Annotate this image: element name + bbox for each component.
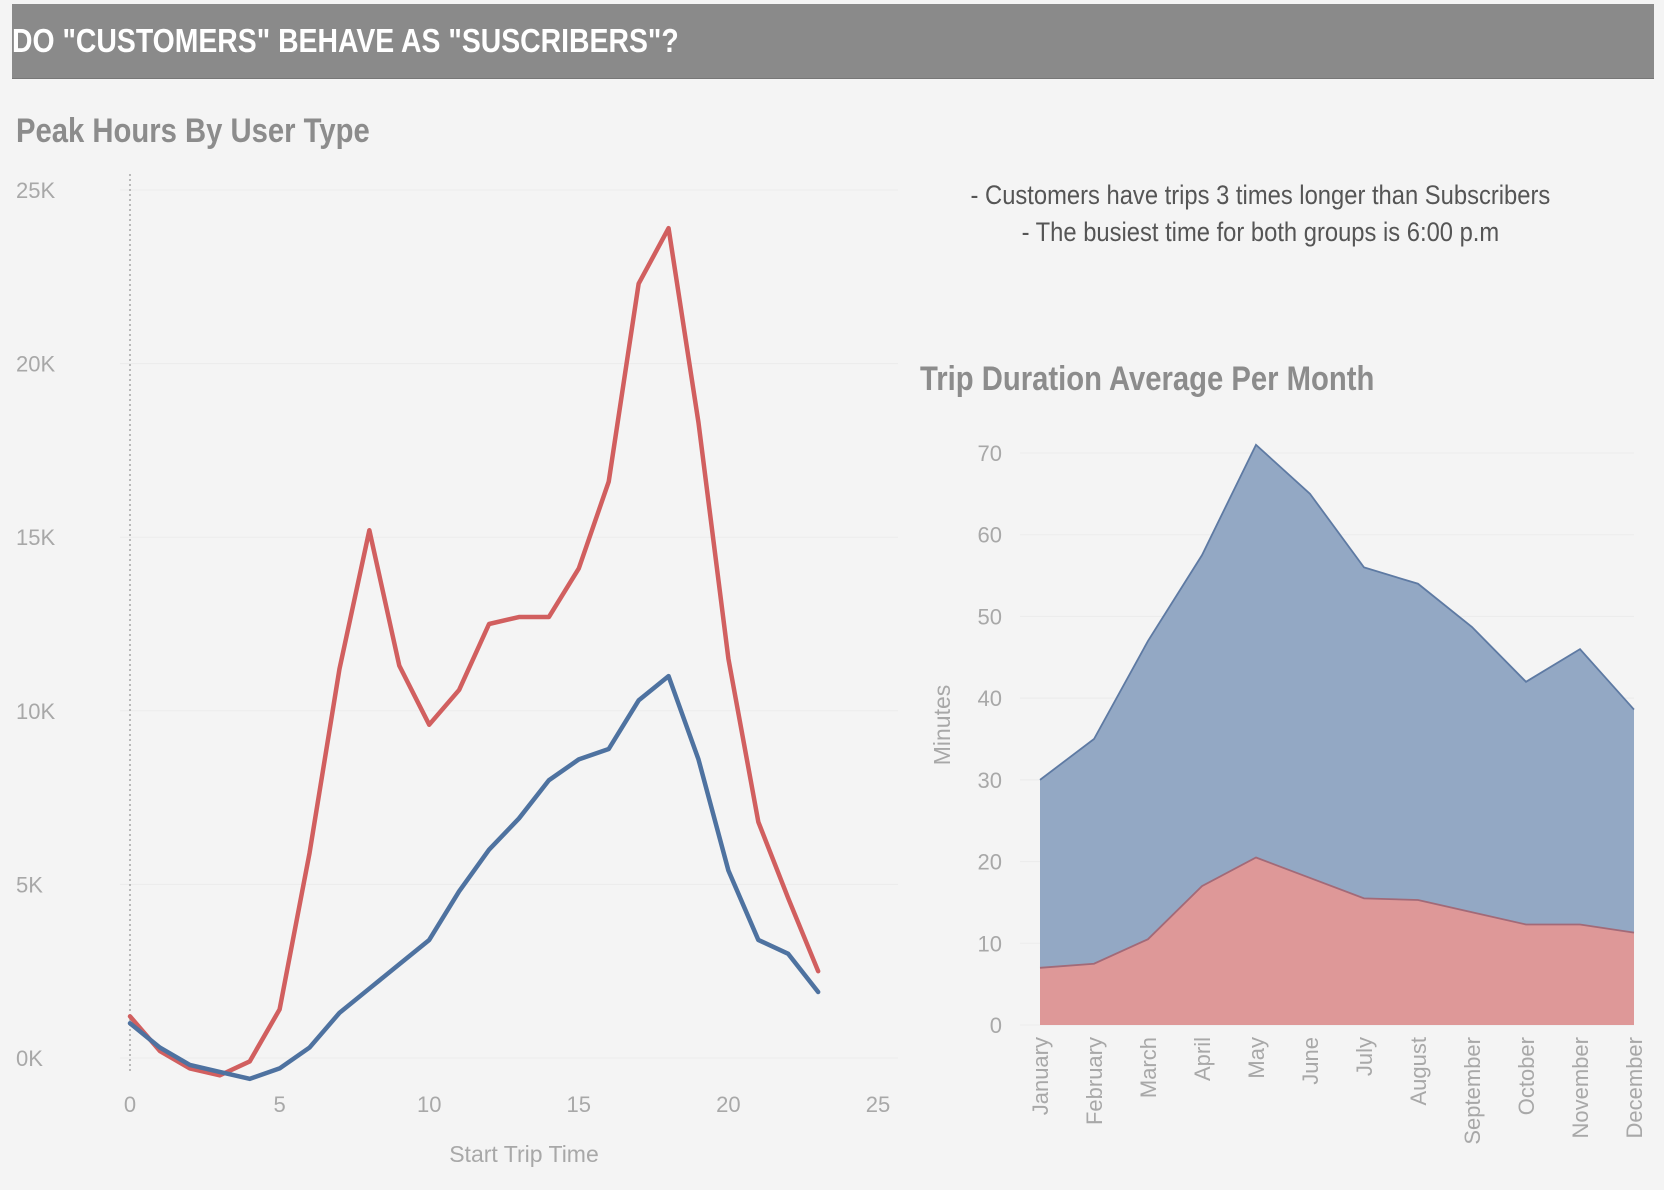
y-tick-label: 0K (16, 1046, 43, 1071)
y-tick-label: 20K (16, 352, 55, 377)
dashboard-title: DO "CUSTOMERS" BEHAVE AS "SUSCRIBERS"? (12, 22, 679, 59)
y-tick-label: 10 (978, 931, 1002, 956)
y-tick-label: 40 (978, 686, 1002, 711)
x-category-label: October (1514, 1037, 1539, 1115)
trip-duration-chart-title: Trip Duration Average Per Month (920, 360, 1375, 398)
x-tick-label: 10 (417, 1092, 441, 1117)
y-tick-label: 50 (978, 604, 1002, 629)
y-tick-label: 5K (16, 872, 43, 897)
series-line-0 (127, 225, 821, 1078)
x-tick-label: 15 (567, 1092, 591, 1117)
y-tick-label: 10K (16, 699, 55, 724)
peak-hours-chart-title: Peak Hours By User Type (16, 112, 370, 150)
x-category-label: April (1190, 1037, 1215, 1081)
x-category-label: May (1244, 1037, 1269, 1079)
y-tick-label: 15K (16, 525, 55, 550)
dashboard-banner: DO "CUSTOMERS" BEHAVE AS "SUSCRIBERS"? (12, 4, 1654, 79)
y-tick-label: 20 (978, 850, 1002, 875)
x-tick-label: 5 (273, 1092, 285, 1117)
x-category-label: March (1136, 1037, 1161, 1098)
y-axis-title: Minutes (929, 685, 955, 766)
y-tick-label: 60 (978, 523, 1002, 548)
x-tick-label: 0 (124, 1092, 136, 1117)
x-category-label: January (1028, 1037, 1053, 1115)
x-tick-label: 20 (716, 1092, 740, 1117)
x-axis-title: Start Trip Time (449, 1141, 599, 1167)
y-tick-label: 70 (978, 441, 1002, 466)
x-category-label: July (1352, 1037, 1377, 1076)
area-edge-0 (1039, 856, 1635, 969)
x-category-label: February (1082, 1037, 1107, 1125)
area-edge-1 (1039, 443, 1635, 781)
x-category-label: August (1406, 1037, 1431, 1106)
x-category-label: June (1298, 1037, 1323, 1085)
x-category-label: September (1460, 1037, 1485, 1145)
insight-note-1: - Customers have trips 3 times longer th… (970, 180, 1550, 210)
area-series-0 (1040, 857, 1634, 1025)
area-series-1 (1040, 444, 1634, 968)
y-tick-label: 0 (990, 1013, 1002, 1038)
x-category-label: December (1622, 1037, 1647, 1138)
insight-note-2: - The busiest time for both groups is 6:… (1021, 217, 1499, 247)
x-category-label: November (1568, 1037, 1593, 1138)
y-tick-label: 25K (16, 178, 55, 203)
series-line-1 (127, 673, 821, 1082)
y-tick-label: 30 (978, 768, 1002, 793)
x-tick-label: 25 (866, 1092, 890, 1117)
